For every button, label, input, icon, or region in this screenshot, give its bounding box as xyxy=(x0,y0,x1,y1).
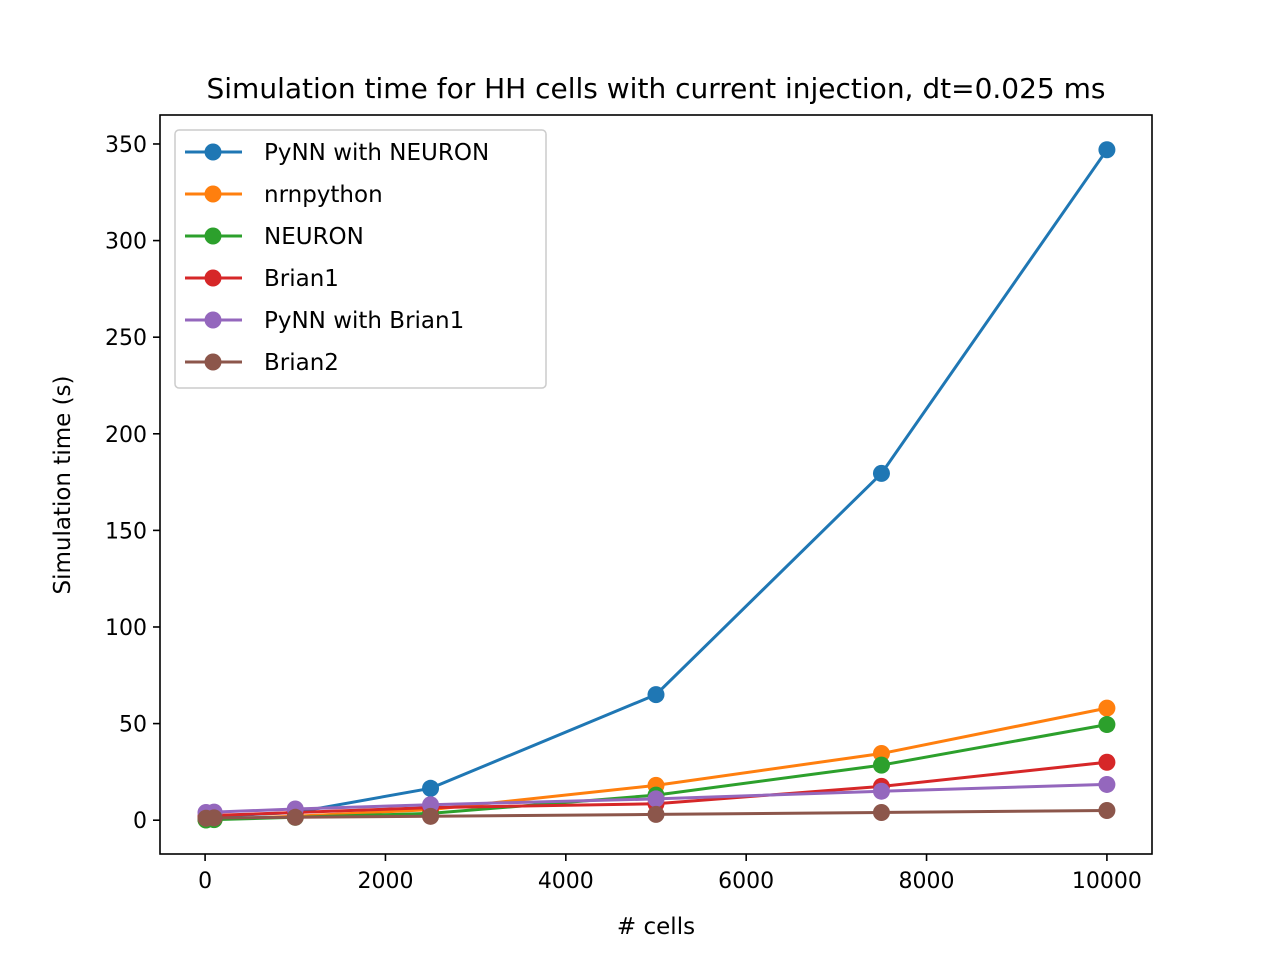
data-point xyxy=(422,807,440,825)
y-tick-label: 250 xyxy=(105,326,147,351)
x-tick-label: 0 xyxy=(198,869,212,894)
data-point xyxy=(1098,141,1116,159)
x-tick-label: 6000 xyxy=(718,869,774,894)
data-point xyxy=(1098,775,1116,793)
legend-label: NEURON xyxy=(264,224,364,250)
legend-box xyxy=(174,129,547,389)
x-tick-label: 2000 xyxy=(357,869,413,894)
y-tick-label: 200 xyxy=(105,423,147,448)
data-point xyxy=(872,782,890,800)
y-tick-label: 0 xyxy=(133,809,147,834)
y-tick-label: 150 xyxy=(105,519,147,544)
data-point xyxy=(422,779,440,797)
data-point xyxy=(872,464,890,482)
data-point xyxy=(1098,716,1116,734)
legend-marker xyxy=(204,227,222,245)
data-point xyxy=(647,686,665,704)
legend-marker xyxy=(204,269,222,287)
legend: PyNN with NEURON nrnpython NEURON Brian1 PyN… xyxy=(174,129,547,389)
x-tick-label: 10000 xyxy=(1072,869,1142,894)
data-point xyxy=(1098,699,1116,717)
legend-marker xyxy=(204,185,222,203)
x-axis-title: # cells xyxy=(617,914,695,940)
legend-marker xyxy=(204,143,222,161)
legend-marker xyxy=(204,353,222,371)
y-tick-label: 300 xyxy=(105,230,147,255)
legend-label: PyNN with NEURON xyxy=(264,140,489,166)
legend-label: PyNN with Brian1 xyxy=(264,308,464,334)
y-tick-label: 350 xyxy=(105,133,147,158)
legend-label: Brian2 xyxy=(264,350,339,376)
data-point xyxy=(647,805,665,823)
data-point xyxy=(1098,753,1116,771)
data-point xyxy=(872,803,890,821)
data-point xyxy=(647,790,665,808)
y-tick-label: 100 xyxy=(105,616,147,641)
chart-title: Simulation time for HH cells with curren… xyxy=(207,72,1106,105)
x-tick-label: 8000 xyxy=(899,869,955,894)
x-tick-label: 4000 xyxy=(538,869,594,894)
y-axis-title: Simulation time (s) xyxy=(50,375,76,594)
data-point xyxy=(205,809,223,827)
plot-frame xyxy=(159,114,1153,855)
plot-area xyxy=(159,114,1153,855)
legend-label: Brian1 xyxy=(264,266,339,292)
data-point xyxy=(1098,802,1116,820)
x-axis: 0 2000 4000 6000 8000 10000 xyxy=(198,854,1142,894)
legend-marker xyxy=(204,311,222,329)
legend-label: nrnpython xyxy=(264,182,383,208)
y-axis: 0 50 100 150 200 250 300 350 xyxy=(105,133,160,834)
y-tick-label: 50 xyxy=(119,713,147,738)
data-point xyxy=(872,756,890,774)
data-point xyxy=(286,808,304,826)
